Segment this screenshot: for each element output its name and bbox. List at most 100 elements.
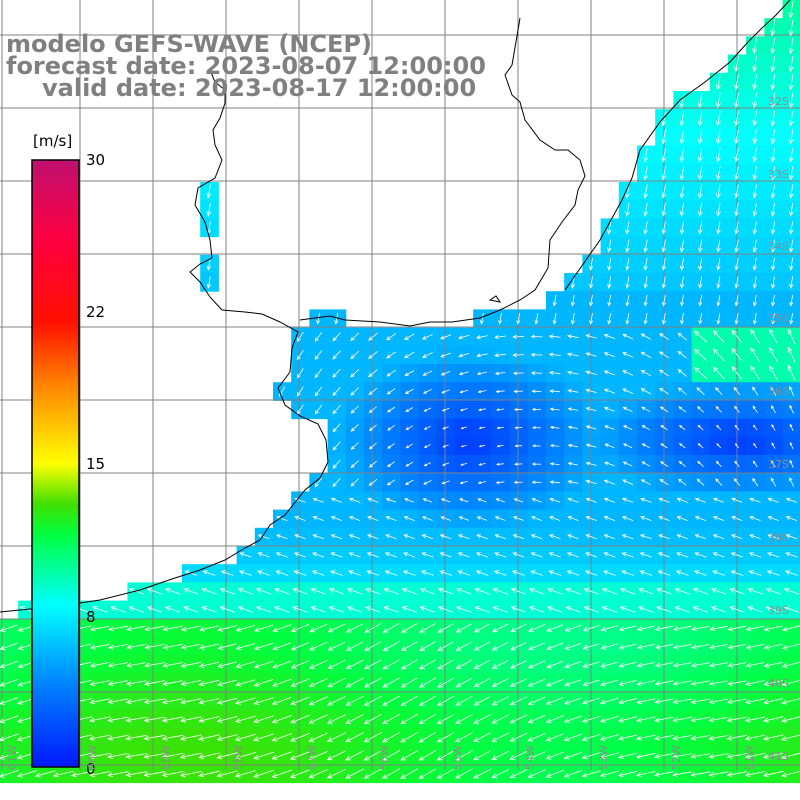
wind-arrow	[603, 370, 616, 376]
wind-arrow	[476, 516, 488, 521]
wind-arrow	[752, 37, 758, 55]
wind-arrow	[330, 497, 343, 503]
wind-arrow	[311, 570, 325, 576]
wind-arrow	[585, 425, 597, 430]
wind-arrow	[455, 695, 473, 706]
wind-arrow	[581, 733, 601, 741]
wind-arrow	[694, 534, 707, 540]
wind-arrow	[143, 698, 165, 705]
wind-arrow	[643, 239, 648, 253]
wind-arrow	[386, 388, 396, 395]
wind-arrow	[0, 751, 19, 760]
wind-arrow	[765, 588, 781, 595]
wind-arrow	[235, 643, 256, 650]
wind-arrow	[383, 606, 399, 613]
wind-arrow	[640, 479, 651, 486]
wind-arrow	[716, 147, 721, 163]
wind-arrow	[789, 423, 794, 432]
wind-arrow	[690, 735, 711, 741]
wind-arrow	[563, 770, 583, 778]
wind-arrow	[672, 662, 692, 668]
wind-arrow	[658, 333, 670, 341]
wind-arrow	[708, 771, 729, 777]
wind-arrow	[583, 588, 599, 595]
wind-arrow	[531, 480, 542, 484]
wind-arrow	[179, 771, 202, 778]
wind-arrow	[509, 714, 528, 724]
wind-arrow	[603, 479, 616, 485]
wind-arrow	[494, 516, 506, 521]
wind-arrow	[734, 202, 739, 217]
wind-arrow	[514, 444, 523, 448]
wind-arrow	[513, 408, 523, 412]
wind-arrow	[654, 680, 674, 686]
wind-arrow	[125, 753, 147, 759]
wind-arrow	[785, 534, 798, 540]
wind-arrow	[400, 659, 418, 670]
wind-arrow	[310, 606, 326, 613]
wind-arrow	[622, 388, 634, 394]
wind-arrow	[770, 92, 776, 109]
wind-arrow	[89, 680, 110, 687]
wind-arrow	[271, 715, 292, 724]
wind-arrow	[767, 497, 779, 503]
wind-arrow	[771, 460, 776, 468]
wind-arrow	[618, 698, 637, 705]
wind-arrow	[528, 660, 546, 669]
wind-arrow	[290, 624, 310, 633]
colorbar-tick-8: 8	[86, 608, 96, 626]
wind-arrow	[365, 606, 381, 613]
coastline	[0, 0, 791, 613]
wind-arrow	[603, 352, 616, 358]
wind-arrow	[659, 406, 669, 413]
wind-arrow	[622, 352, 634, 358]
wind-arrow	[548, 370, 561, 375]
wind-arrow	[387, 461, 396, 468]
wind-arrow	[750, 347, 761, 362]
wind-arrow	[698, 239, 703, 253]
wind-arrow	[386, 333, 397, 341]
wind-arrow	[708, 680, 729, 686]
wind-arrow	[436, 713, 455, 725]
wind-arrow	[585, 388, 597, 394]
wind-arrow	[458, 353, 470, 358]
wind-arrow	[744, 752, 766, 759]
wind-arrow	[636, 698, 656, 705]
lon-label: 58W	[232, 745, 245, 770]
wind-arrow	[366, 534, 379, 540]
wind-arrow	[348, 570, 361, 576]
wind-arrow	[92, 606, 108, 613]
wind-arrow	[564, 642, 582, 650]
wind-arrow	[770, 37, 776, 55]
wind-arrow	[162, 643, 183, 650]
wind-arrow	[549, 480, 560, 484]
wind-arrow	[696, 478, 705, 486]
lat-label: 33S	[768, 168, 789, 181]
wind-arrow	[672, 735, 693, 741]
wind-arrow	[694, 348, 707, 361]
wind-arrow	[617, 770, 638, 778]
wind-arrow	[257, 570, 270, 576]
wind-arrow	[199, 625, 219, 632]
wind-arrow	[763, 661, 783, 668]
wind-arrow	[516, 313, 521, 325]
wind-arrow	[643, 257, 648, 271]
wind-arrow	[570, 294, 575, 307]
wind-arrow	[660, 424, 668, 431]
wind-arrow	[640, 369, 652, 377]
wind-arrow	[565, 588, 581, 595]
wind-arrow	[788, 19, 794, 37]
wind-arrow	[498, 313, 503, 325]
wind-arrow	[367, 516, 379, 521]
wind-arrow	[400, 713, 419, 725]
wind-arrow	[126, 625, 147, 632]
wind-arrow	[314, 350, 323, 361]
wind-arrow	[639, 552, 652, 558]
wind-arrow	[600, 679, 619, 687]
wind-arrow	[698, 294, 703, 307]
wind-arrow	[125, 734, 147, 741]
wind-arrow	[621, 497, 634, 503]
wind-arrow	[657, 570, 671, 576]
wind-arrow	[753, 442, 758, 449]
